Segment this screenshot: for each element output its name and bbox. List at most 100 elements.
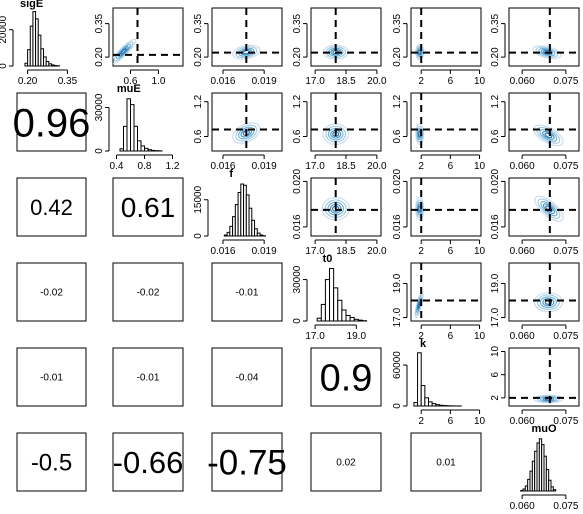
density-x-tick-label: 20.0	[367, 76, 387, 87]
correlation-label: -0.75	[207, 444, 287, 483]
histogram-bar	[338, 300, 342, 321]
correlation-panel-r5-c2: -0.01	[113, 348, 183, 406]
density-x-tick-label: 0.060	[510, 246, 535, 257]
density-y-tick-label: 1.2	[392, 94, 403, 108]
histogram-y-tick-label: 0	[0, 63, 9, 69]
histogram-bar	[346, 315, 350, 321]
density-x-tick-label: 6	[448, 76, 454, 87]
density-panel-r2-c3: 0.016 0.019 0.6 1.2	[193, 93, 282, 172]
correlation-label: -0.02	[137, 288, 160, 299]
correlation-panel-r6-c4: 0.02	[311, 433, 381, 491]
correlation-panel-r6-c3: -0.75	[207, 433, 287, 491]
density-x-tick-label: 0.016	[210, 76, 235, 87]
density-y-tick-label: 0.6	[292, 129, 303, 143]
correlation-label: -0.66	[113, 445, 184, 480]
histogram-bar	[418, 353, 422, 406]
density-y-tick-label: 0.020	[490, 168, 501, 193]
correlation-panel-r4-c3: -0.01	[212, 263, 282, 321]
density-y-tick-label: 0.6	[193, 129, 204, 143]
histogram-title-sigE: sigE	[20, 0, 43, 10]
histogram-bar	[138, 141, 142, 151]
histogram-bar	[425, 398, 429, 406]
correlation-panel-r5-c1: -0.01	[17, 348, 86, 406]
density-x-tick-label: 0.016	[210, 161, 235, 172]
density-x-tick-label: 0.075	[553, 416, 578, 427]
correlation-label: 0.61	[121, 192, 176, 223]
density-x-tick-label: 10	[474, 161, 486, 172]
histogram-x-tick-label: 0.20	[18, 76, 38, 87]
density-y-tick-label: 19.0	[392, 273, 403, 293]
correlation-panel-r3-c1: 0.42	[17, 178, 86, 236]
correlation-label: -0.5	[31, 450, 72, 477]
histogram-x-tick-label: 0.4	[110, 161, 124, 172]
density-y-tick-label: 10	[490, 345, 501, 357]
histogram-bar	[421, 386, 425, 406]
density-y-tick-label: 0.20	[292, 47, 303, 67]
correlation-label: -0.02	[40, 288, 63, 299]
correlation-panel-r3-c2: 0.61	[113, 178, 183, 236]
correlation-label: 0.02	[336, 458, 356, 469]
density-y-tick-label: 1.2	[193, 94, 204, 108]
histogram-y-tick-label: 15000	[193, 185, 204, 213]
correlation-label: -0.04	[236, 373, 259, 384]
histogram-x-tick-label: 6	[448, 416, 454, 427]
histogram-bar	[131, 105, 135, 151]
correlation-panel-r6-c5: 0.01	[411, 433, 481, 491]
density-x-tick-label: 10	[474, 246, 486, 257]
density-y-tick-label: 0.6	[392, 129, 403, 143]
correlation-panel-r6-c2: -0.66	[113, 433, 184, 491]
density-y-tick-label: 0.35	[94, 13, 105, 33]
histogram-x-tick-label: 17.0	[305, 331, 325, 342]
histogram-bar	[127, 99, 131, 151]
histogram-x-tick-label: 19.0	[347, 331, 367, 342]
density-y-tick-label: 0.020	[392, 168, 403, 193]
density-x-tick-label: 0.019	[252, 76, 277, 87]
density-y-tick-label: 17.0	[392, 307, 403, 327]
histogram-bar	[134, 126, 138, 151]
panel-box	[509, 263, 579, 321]
density-y-tick-label: 1.2	[490, 94, 501, 108]
histogram-x-tick-label: 0.35	[58, 76, 78, 87]
correlation-label: 0.01	[436, 458, 456, 469]
density-x-tick-label: 0.060	[510, 76, 535, 87]
density-y-tick-label: 0.35	[490, 13, 501, 33]
histogram-y-tick-label: 30000	[94, 93, 105, 121]
histogram-y-tick-label: 0	[193, 233, 204, 239]
density-x-tick-label: 0.6	[124, 76, 138, 87]
histogram-bar	[414, 403, 418, 406]
density-y-tick-label: 0.016	[392, 214, 403, 239]
histogram-x-tick-label: 0.019	[252, 246, 277, 257]
density-x-tick-label: 2	[418, 246, 424, 257]
histogram-x-tick-label: 0.060	[510, 501, 535, 509]
density-x-tick-label: 20.0	[367, 161, 387, 172]
histogram-bar	[330, 269, 334, 321]
correlation-label: -0.01	[40, 373, 63, 384]
density-y-tick-label: 6	[490, 371, 501, 377]
density-x-tick-label: 18.5	[336, 76, 356, 87]
correlation-panel-r5-c3: -0.04	[212, 348, 282, 406]
panel-box	[509, 93, 579, 151]
density-x-tick-label: 2	[418, 76, 424, 87]
density-y-tick-label: 0.020	[292, 168, 303, 193]
density-x-tick-label: 0.019	[252, 161, 277, 172]
panel-box	[311, 93, 381, 151]
histogram-x-tick-label: 2	[418, 416, 424, 427]
density-panel-r3-c5: 2 6 10 0.016 0.020	[392, 168, 486, 257]
density-x-tick-label: 0.075	[553, 331, 578, 342]
density-y-tick-label: 0.016	[490, 214, 501, 239]
density-x-tick-label: 6	[448, 246, 454, 257]
correlation-label: -0.01	[137, 373, 160, 384]
density-x-tick-label: 17.0	[305, 161, 325, 172]
histogram-x-tick-label: 10	[474, 416, 486, 427]
density-x-tick-label: 0.060	[510, 161, 535, 172]
